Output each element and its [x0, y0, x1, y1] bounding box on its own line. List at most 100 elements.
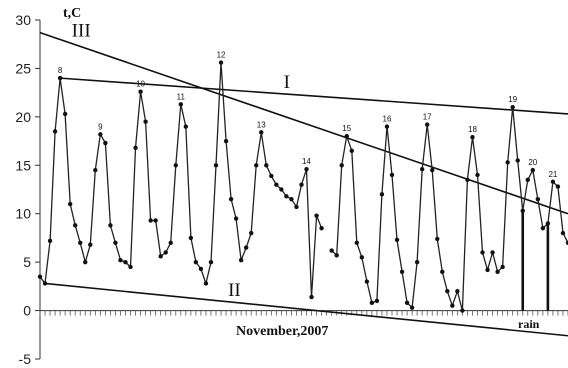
peak-label: 21: [548, 170, 557, 179]
peak-label: 11: [177, 92, 186, 101]
data-point: [294, 204, 299, 210]
trend-label-I: I: [284, 72, 290, 93]
data-point: [530, 167, 535, 173]
data-point: [274, 182, 279, 187]
data-point: [259, 130, 264, 135]
data-point: [389, 172, 395, 178]
peak-label: 18: [468, 125, 477, 134]
data-point: [233, 216, 239, 221]
rain-annotation: rain: [518, 317, 540, 331]
data-point: [153, 218, 158, 223]
y-tick-label: 20: [15, 109, 31, 125]
data-point: [228, 196, 234, 202]
data-point: [374, 298, 380, 304]
data-point: [98, 132, 103, 137]
trend-label-III: III: [72, 20, 91, 41]
peak-label: 9: [98, 122, 103, 131]
data-point: [113, 240, 118, 245]
data-point: [178, 102, 183, 107]
peak-label: 13: [257, 120, 266, 129]
data-point: [404, 300, 410, 306]
y-tick-label: 0: [23, 303, 31, 319]
data-point: [264, 163, 269, 168]
data-point: [193, 259, 199, 265]
data-point: [83, 259, 88, 265]
y-axis: -5 0 5 10 15 20 25 30: [15, 12, 41, 367]
data-point: [304, 166, 309, 172]
data-point: [284, 194, 289, 199]
data-point: [198, 266, 204, 272]
series-points: [37, 60, 568, 313]
data-point: [440, 269, 445, 275]
data-point: [455, 289, 460, 294]
data-point: [550, 179, 556, 184]
data-point: [435, 236, 440, 242]
data-point: [490, 250, 495, 255]
data-point: [269, 173, 274, 179]
y-axis-label: t,C: [63, 6, 81, 21]
data-point: [243, 245, 249, 250]
data-point: [52, 129, 58, 134]
peak-label: 17: [423, 113, 432, 122]
data-point: [163, 250, 168, 255]
data-point: [299, 182, 304, 187]
trend-line-I: [60, 77, 568, 115]
data-point: [42, 281, 48, 286]
y-tick-label: 15: [15, 157, 31, 173]
data-point: [73, 223, 78, 228]
data-point: [540, 226, 546, 231]
peak-label: 20: [528, 158, 537, 167]
data-point: [450, 303, 455, 308]
x-axis: [39, 310, 568, 316]
data-point: [384, 124, 390, 129]
data-point: [334, 253, 339, 258]
data-point: [535, 196, 541, 202]
peak-label: 10: [136, 80, 145, 89]
data-point: [465, 177, 470, 183]
peak-label: 16: [383, 115, 392, 124]
data-point: [128, 264, 133, 270]
data-point: [309, 294, 314, 300]
data-point: [369, 300, 375, 306]
data-point: [249, 230, 254, 236]
data-point: [254, 163, 259, 168]
data-point: [238, 258, 244, 263]
data-point: [319, 226, 324, 231]
data-point: [78, 240, 83, 245]
data-point: [470, 134, 475, 140]
data-point: [223, 138, 229, 144]
data-point: [133, 145, 138, 151]
data-point: [359, 255, 365, 260]
data-point: [364, 279, 370, 284]
data-point: [399, 269, 405, 275]
data-point: [213, 163, 219, 168]
data-point: [62, 111, 68, 117]
data-point: [339, 163, 344, 168]
data-point: [495, 269, 500, 275]
peak-label: 15: [342, 124, 351, 133]
y-tick-label: 25: [15, 60, 31, 76]
data-point: [143, 119, 148, 124]
y-tick-label: 30: [15, 12, 31, 28]
data-point: [173, 163, 178, 168]
y-tick-label: 10: [15, 206, 31, 222]
data-point: [515, 158, 520, 163]
peak-label: 8: [58, 66, 63, 75]
data-point: [414, 259, 420, 265]
peak-labels: 8 9 10 11 12 13 14 15 16 17 18 19 20 21: [58, 51, 558, 179]
data-point: [88, 242, 93, 247]
data-point: [379, 192, 385, 197]
data-point: [57, 75, 63, 81]
data-point: [430, 167, 435, 173]
data-point: [183, 124, 189, 129]
trend-label-II: II: [228, 280, 241, 301]
data-point: [279, 187, 284, 192]
x-axis-label: November,2007: [236, 324, 328, 339]
data-point: [500, 264, 505, 270]
data-point: [289, 196, 294, 202]
data-point: [475, 172, 480, 178]
data-point: [93, 167, 98, 173]
data-point: [314, 213, 319, 218]
